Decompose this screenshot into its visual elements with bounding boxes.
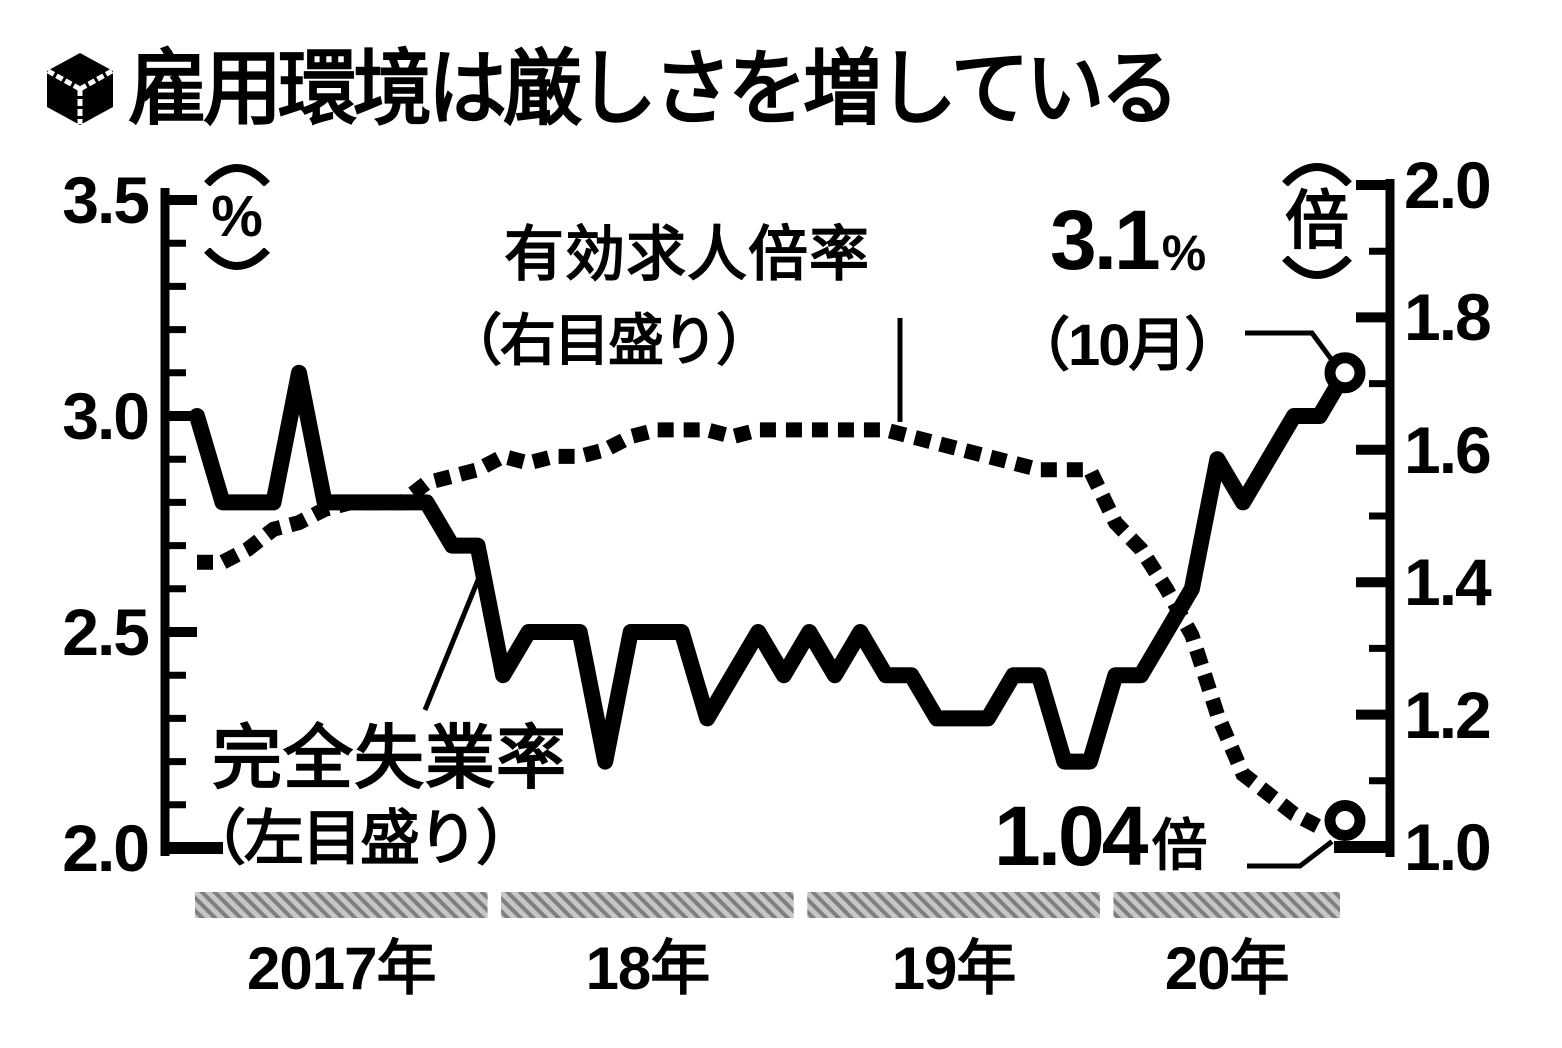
right-axis-tick-label: 2.0 <box>1404 148 1492 222</box>
x-axis-year-label: 20年 <box>1164 935 1290 1002</box>
unemployment-annotation-leader <box>1245 330 1334 361</box>
unemployment-endpoint-marker <box>1324 352 1366 394</box>
job-ratio-latest-value: 1.04 <box>994 789 1148 883</box>
left-axis-tick-label: 3.5 <box>62 163 150 237</box>
paren-arc-top-icon <box>1282 163 1352 186</box>
left-axis-tick-label: 2.0 <box>62 811 150 885</box>
unemployment-line <box>189 364 1353 770</box>
left-axis-unit: % <box>202 160 272 274</box>
right-axis-tick-label: 1.8 <box>1404 280 1492 355</box>
figure-title: 雇用環境は厳しさを増している <box>128 42 1180 135</box>
x-axis-year-label: 2017年 <box>247 935 436 1002</box>
unemployment-latest-period: （10月） <box>1012 313 1243 378</box>
job-ratio-annotation-leader <box>1247 839 1334 869</box>
left-axis-tick-label: 3.0 <box>62 379 150 453</box>
x-axis-year-label: 18年 <box>585 935 711 1002</box>
right-axis-tick-label: 1.2 <box>1404 677 1492 752</box>
job-ratio-latest-annotation: 1.04 倍 <box>994 794 1208 878</box>
figure-title-row: 雇用環境は厳しさを増している <box>44 42 1180 135</box>
unemployment-latest-annotation: 3.1 % <box>1050 198 1206 282</box>
right-axis-tick-label: 1.0 <box>1404 810 1492 884</box>
job-ratio-scale-note: （右目盛り） <box>446 309 772 372</box>
year-bar <box>807 892 1100 918</box>
year-bar <box>195 892 488 918</box>
x-axis-year-label: 19年 <box>891 935 1017 1002</box>
job-ratio-line <box>197 422 1347 836</box>
left-axis-unit-symbol: % <box>211 184 263 249</box>
year-bar <box>1113 892 1340 918</box>
unemployment-label-leader <box>422 579 481 711</box>
right-axis-unit-symbol: 倍 <box>1285 185 1349 257</box>
unemployment-series-label: 完全失業率 <box>212 719 567 797</box>
paren-arc-bottom-icon <box>204 248 270 270</box>
left-axis-tick-label: 2.5 <box>62 595 150 669</box>
job-ratio-endpoint-marker <box>1324 800 1366 841</box>
year-bar <box>501 892 794 918</box>
job-ratio-latest-unit: 倍 <box>1151 814 1208 877</box>
cube-bullet-icon <box>46 53 114 126</box>
right-axis-tick-label: 1.6 <box>1404 412 1492 487</box>
unemployment-latest-unit: % <box>1161 225 1207 281</box>
job-ratio-series-label: 有効求人倍率 <box>504 221 870 288</box>
right-axis-unit: 倍 <box>1280 158 1354 284</box>
paren-arc-top-icon <box>204 164 270 186</box>
right-axis-tick-label: 1.4 <box>1404 545 1492 620</box>
unemployment-latest-value: 3.1 <box>1050 193 1161 287</box>
paren-arc-bottom-icon <box>1282 256 1352 279</box>
unemployment-scale-note: （左目盛り） <box>186 805 536 872</box>
